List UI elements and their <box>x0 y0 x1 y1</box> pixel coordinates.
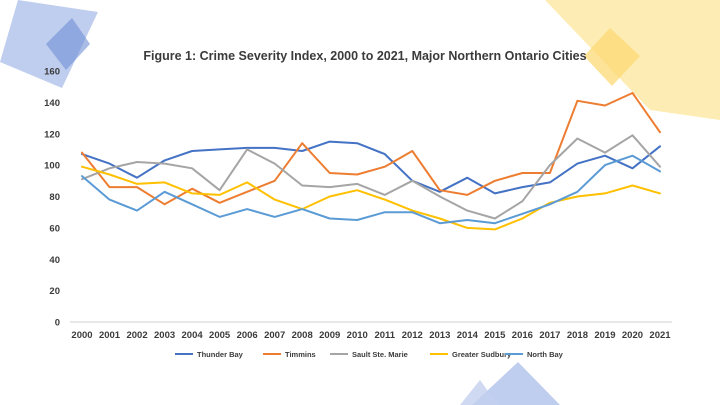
x-axis-tick-labels: 2000 2001 2002 2003 2004 2005 2006 2007 2008 2009… <box>71 330 671 341</box>
series-line-sault-ste-marie <box>81 134 661 220</box>
x-tick-label: 2017 <box>539 330 560 341</box>
x-tick-label: 2006 <box>237 330 258 341</box>
y-tick-label: 40 <box>49 255 60 266</box>
legend-label-thunder-bay: Thunder Bay <box>197 350 244 359</box>
decor-blue-diamond-bottom-small <box>460 380 498 405</box>
x-tick-label: 2001 <box>99 330 121 341</box>
y-tick-label: 20 <box>49 286 60 297</box>
x-tick-label: 2015 <box>484 330 506 341</box>
series-line-thunder-bay <box>81 140 661 195</box>
x-tick-label: 2004 <box>182 330 204 341</box>
x-tick-label: 2020 <box>622 330 643 341</box>
x-tick-label: 2012 <box>402 330 423 341</box>
y-tick-label: 100 <box>44 161 60 172</box>
legend: Thunder Bay Timmins Sault Ste. Marie Greate… <box>175 350 564 359</box>
chart-title: Figure 1: Crime Severity Index, 2000 to … <box>143 49 586 63</box>
x-tick-label: 2009 <box>319 330 340 341</box>
decor-yellow-diamond-small <box>584 28 640 86</box>
legend-label-sault-ste-marie: Sault Ste. Marie <box>352 350 408 359</box>
series-line-greater-sudbury <box>81 165 661 231</box>
x-tick-label: 2019 <box>594 330 615 341</box>
legend-label-greater-sudbury: Greater Sudbury <box>452 350 512 359</box>
x-tick-label: 2021 <box>649 330 671 341</box>
y-tick-label: 80 <box>49 192 60 203</box>
x-tick-label: 2005 <box>209 330 231 341</box>
x-tick-label: 2013 <box>429 330 450 341</box>
x-tick-label: 2000 <box>71 330 92 341</box>
y-tick-label: 160 <box>44 67 60 78</box>
y-axis-tick-labels: 0 20 40 60 80 100 120 140 160 <box>44 67 60 329</box>
y-tick-label: 140 <box>44 98 60 109</box>
x-tick-label: 2010 <box>347 330 368 341</box>
series-lines <box>81 92 661 231</box>
legend-label-timmins: Timmins <box>285 350 316 359</box>
series-line-timmins <box>81 92 661 206</box>
series-line-north-bay <box>81 154 661 225</box>
x-tick-label: 2014 <box>457 330 479 341</box>
decor-blue-diamond-bottom <box>472 362 560 405</box>
x-tick-label: 2011 <box>374 330 395 341</box>
x-tick-label: 2002 <box>126 330 147 341</box>
x-tick-label: 2008 <box>292 330 313 341</box>
y-tick-label: 60 <box>49 223 60 234</box>
y-tick-label: 120 <box>44 129 60 140</box>
x-tick-label: 2016 <box>512 330 533 341</box>
decor-blue-diamond-small <box>46 18 90 70</box>
x-tick-label: 2007 <box>264 330 285 341</box>
x-tick-label: 2018 <box>567 330 588 341</box>
x-tick-label: 2003 <box>154 330 175 341</box>
y-tick-label: 0 <box>55 318 60 329</box>
legend-label-north-bay: North Bay <box>527 350 564 359</box>
